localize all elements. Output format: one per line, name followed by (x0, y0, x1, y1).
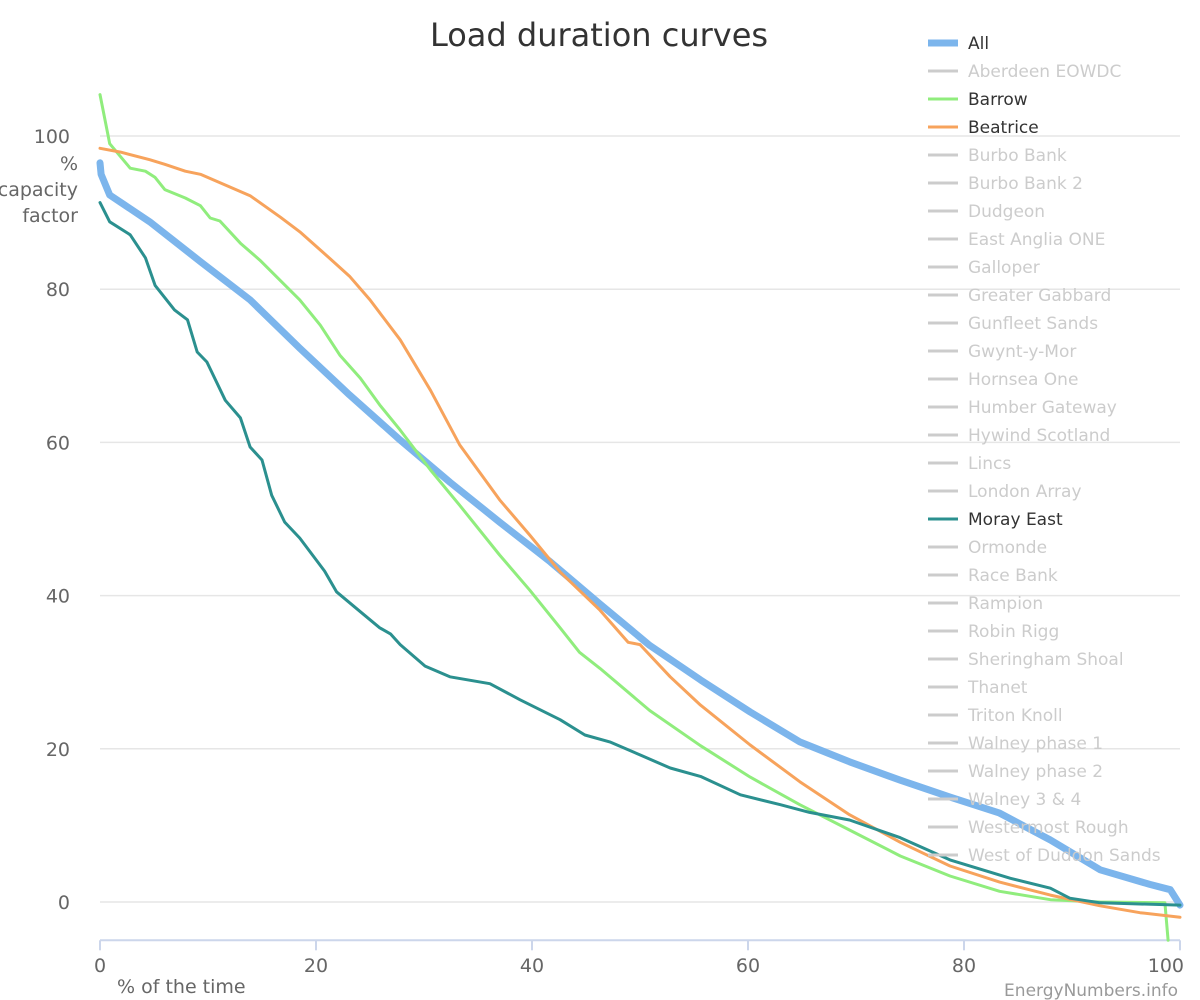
legend-item[interactable]: Walney 3 & 4 (928, 790, 1081, 810)
chart-title: Load duration curves (430, 16, 768, 54)
legend-label: Rampion (968, 594, 1043, 614)
y-tick-label: 60 (46, 432, 70, 454)
legend-label: Ormonde (968, 538, 1047, 558)
legend-item[interactable]: Humber Gateway (928, 398, 1117, 418)
credit-label[interactable]: EnergyNumbers.info (1004, 981, 1178, 1000)
x-tick-label: 0 (94, 955, 106, 977)
legend-item[interactable]: Burbo Bank 2 (928, 174, 1083, 194)
legend-label: Humber Gateway (968, 398, 1117, 418)
y-tick-label: 20 (46, 739, 70, 761)
legend-label: Beatrice (968, 118, 1039, 138)
legend-item[interactable]: East Anglia ONE (928, 230, 1105, 250)
legend-label: Aberdeen EOWDC (968, 62, 1121, 82)
legend-label: Hywind Scotland (968, 426, 1110, 446)
legend-item[interactable]: Race Bank (928, 566, 1058, 586)
legend-label: Galloper (968, 258, 1040, 278)
legend-item[interactable]: Dudgeon (928, 202, 1045, 222)
legend-label: Gunfleet Sands (968, 314, 1098, 334)
legend-label: Moray East (968, 510, 1063, 530)
y-tick-label: 40 (46, 586, 70, 608)
y-axis-title-line-1: % (60, 153, 78, 175)
legend: All Aberdeen EOWDC Barrow Beatrice Burbo Ban… (928, 34, 1161, 866)
legend-label: Hornsea One (968, 370, 1078, 390)
legend-item[interactable]: Burbo Bank (928, 146, 1067, 166)
legend-label: Race Bank (968, 566, 1058, 586)
legend-item[interactable]: Westermost Rough (928, 818, 1129, 838)
legend-item[interactable]: Robin Rigg (928, 622, 1059, 642)
y-tick-label: 0 (58, 892, 70, 914)
legend-label: Burbo Bank 2 (968, 174, 1083, 194)
legend-item[interactable]: London Array (928, 482, 1082, 502)
x-axis-title: % of the time (117, 976, 246, 998)
legend-label: Robin Rigg (968, 622, 1059, 642)
legend-item[interactable]: Gunfleet Sands (928, 314, 1098, 334)
legend-item[interactable]: Hornsea One (928, 370, 1078, 390)
legend-label: All (968, 34, 989, 54)
legend-label: Barrow (968, 90, 1028, 110)
series-line-barrow (98, 93, 1170, 942)
y-axis-title-line-3: factor (22, 205, 78, 227)
legend-item[interactable]: Triton Knoll (928, 706, 1063, 726)
legend-item[interactable]: Sheringham Shoal (928, 650, 1124, 670)
y-tick-label: 100 (34, 126, 70, 148)
legend-label: Sheringham Shoal (968, 650, 1124, 670)
legend-item[interactable]: Walney phase 2 (928, 762, 1103, 782)
legend-item[interactable]: Hywind Scotland (928, 426, 1110, 446)
legend-item[interactable]: Gwynt-y-Mor (928, 342, 1076, 362)
legend-item[interactable]: Beatrice (928, 118, 1039, 138)
x-tick-label: 100 (1148, 955, 1184, 977)
legend-label: East Anglia ONE (968, 230, 1105, 250)
legend-label: Gwynt-y-Mor (968, 342, 1076, 362)
x-tick-label: 20 (304, 955, 328, 977)
y-axis-title-line-2: capacity (0, 179, 78, 201)
legend-item[interactable]: Barrow (928, 90, 1028, 110)
legend-label: Walney 3 & 4 (968, 790, 1081, 810)
legend-label: Thanet (967, 678, 1028, 698)
x-tick-label: 80 (952, 955, 976, 977)
gridlines (100, 135, 1180, 903)
legend-item[interactable]: Lincs (928, 454, 1011, 474)
legend-label: Walney phase 1 (968, 734, 1103, 754)
legend-item[interactable]: Rampion (928, 594, 1043, 614)
legend-label: London Array (968, 482, 1082, 502)
legend-label: Westermost Rough (968, 818, 1129, 838)
x-tick-label: 60 (736, 955, 760, 977)
axes: 0 20 40 60 80 100 0 20 40 60 80 100 (34, 126, 1184, 977)
legend-item[interactable]: West of Duddon Sands (928, 846, 1161, 866)
legend-item[interactable]: Aberdeen EOWDC (928, 62, 1121, 82)
legend-label: Lincs (968, 454, 1011, 474)
legend-item[interactable]: Ormonde (928, 538, 1047, 558)
legend-label: Triton Knoll (967, 706, 1063, 726)
legend-label: Burbo Bank (968, 146, 1067, 166)
x-tick-label: 40 (520, 955, 544, 977)
legend-item[interactable]: Walney phase 1 (928, 734, 1103, 754)
series-line-moray-east (98, 201, 1182, 907)
series-line-beatrice (98, 146, 1182, 919)
legend-label: West of Duddon Sands (968, 846, 1161, 866)
series-line-all (96, 159, 1184, 909)
legend-item[interactable]: Thanet (928, 678, 1028, 698)
legend-item[interactable]: All (928, 34, 989, 54)
legend-label: Dudgeon (968, 202, 1045, 222)
legend-item[interactable]: Greater Gabbard (928, 286, 1111, 306)
y-tick-label: 80 (46, 279, 70, 301)
legend-label: Walney phase 2 (968, 762, 1103, 782)
series-lines (96, 93, 1184, 942)
legend-label: Greater Gabbard (968, 286, 1111, 306)
legend-item[interactable]: Galloper (928, 258, 1040, 278)
legend-item[interactable]: Moray East (928, 510, 1063, 530)
